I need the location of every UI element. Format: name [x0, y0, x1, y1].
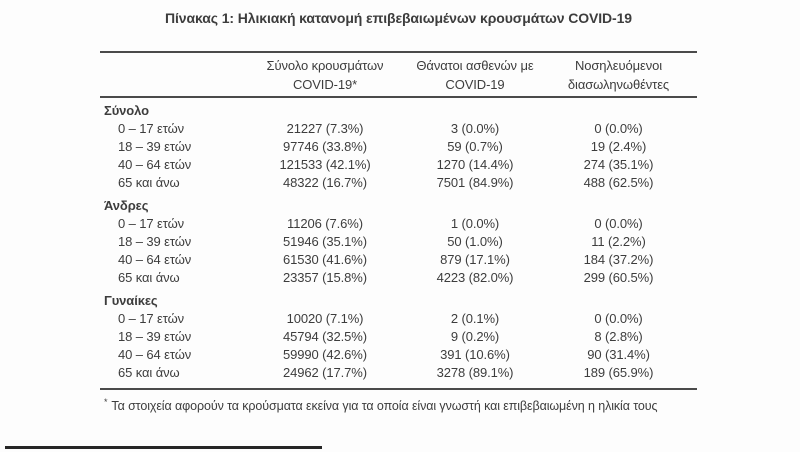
table-row: 18 – 39 ετών 45794 (32.5%) 9 (0.2%) 8 (2…: [100, 328, 697, 346]
cases-cell: 51946 (35.1%): [283, 234, 367, 249]
table-header-row: Σύνολο κρουσμάτων COVID-19* Θάνατοι ασθε…: [100, 53, 697, 96]
table-row: 0 – 17 ετών 11206 (7.6%) 1 (0.0%) 0 (0.0…: [100, 215, 697, 233]
row-label: 65 και άνω: [118, 365, 180, 380]
cases-cell: 10020 (7.1%): [286, 311, 364, 326]
table-bottom-rule: [100, 388, 697, 390]
footnote-asterisk: *: [104, 397, 108, 407]
table-top-rule: [100, 51, 697, 53]
column-header-deaths-line1: Θάνατοι ασθενών με: [416, 58, 534, 73]
column-header-cases-line2: COVID-19*: [292, 77, 358, 92]
cases-cell: 121533 (42.1%): [279, 157, 371, 172]
intubated-cell: 274 (35.1%): [583, 157, 654, 172]
row-label: 40 – 64 ετών: [118, 347, 192, 362]
deaths-cell: 59 (0.7%): [447, 139, 503, 154]
cases-cell: 24962 (17.7%): [283, 365, 367, 380]
row-label: 0 – 17 ετών: [118, 121, 185, 136]
table-row: 18 – 39 ετών 97746 (33.8%) 59 (0.7%) 19 …: [100, 138, 697, 156]
deaths-cell: 2 (0.1%): [450, 311, 500, 326]
deaths-cell: 9 (0.2%): [450, 329, 500, 344]
cases-cell: 61530 (41.6%): [283, 252, 367, 267]
intubated-cell: 184 (37.2%): [583, 252, 654, 267]
table-row: 65 και άνω 23357 (15.8%) 4223 (82.0%) 29…: [100, 269, 697, 287]
section-label: Σύνολο: [104, 103, 149, 118]
column-header-intubated-line1: Νοσηλευόμενοι: [574, 58, 663, 73]
row-label: 65 και άνω: [118, 175, 180, 190]
intubated-cell: 0 (0.0%): [594, 311, 643, 326]
section-men: Άνδρες 0 – 17 ετών 11206 (7.6%) 1 (0.0%)…: [100, 197, 697, 287]
deaths-cell: 7501 (84.9%): [436, 175, 514, 190]
intubated-cell: 189 (65.9%): [583, 365, 654, 380]
footnote-text: Τα στοιχεία αφορούν τα κρούσματα εκείνα …: [111, 399, 658, 414]
cases-cell: 59990 (42.6%): [283, 347, 367, 362]
cases-cell: 97746 (33.8%): [283, 139, 367, 154]
table-row: 40 – 64 ετών 59990 (42.6%) 391 (10.6%) 9…: [100, 346, 697, 364]
row-label: 40 – 64 ετών: [118, 157, 192, 172]
deaths-cell: 3 (0.0%): [450, 121, 500, 136]
section-label: Γυναίκες: [104, 293, 158, 308]
table-row: 0 – 17 ετών 10020 (7.1%) 2 (0.1%) 0 (0.0…: [100, 310, 697, 328]
section-label: Άνδρες: [104, 198, 149, 213]
table-row: 65 και άνω 24962 (17.7%) 3278 (89.1%) 18…: [100, 364, 697, 382]
cases-cell: 21227 (7.3%): [286, 121, 364, 136]
deaths-cell: 1 (0.0%): [450, 216, 500, 231]
table-row: 0 – 17 ετών 21227 (7.3%) 3 (0.0%) 0 (0.0…: [100, 120, 697, 138]
cases-cell: 48322 (16.7%): [283, 175, 367, 190]
cases-cell: 11206 (7.6%): [287, 216, 363, 231]
intubated-cell: 8 (2.8%): [594, 329, 643, 344]
table-row: 40 – 64 ετών 61530 (41.6%) 879 (17.1%) 1…: [100, 251, 697, 269]
deaths-cell: 1270 (14.4%): [436, 157, 514, 172]
intubated-cell: 488 (62.5%): [583, 175, 654, 190]
table-title: Πίνακας 1: Ηλικιακή κατανομή επιβεβαιωμέ…: [165, 10, 632, 26]
deaths-cell: 391 (10.6%): [440, 347, 510, 362]
intubated-cell: 0 (0.0%): [594, 216, 643, 231]
column-header-cases-line1: Σύνολο κρουσμάτων: [266, 58, 384, 73]
row-label: 40 – 64 ετών: [118, 252, 192, 267]
table-header-rule: [100, 96, 697, 98]
row-label: 18 – 39 ετών: [118, 234, 192, 249]
cases-cell: 45794 (32.5%): [283, 329, 367, 344]
intubated-cell: 11 (2.2%): [591, 234, 646, 249]
intubated-cell: 19 (2.4%): [590, 139, 647, 154]
row-label: 0 – 17 ετών: [118, 216, 185, 231]
deaths-cell: 50 (1.0%): [447, 234, 503, 249]
table-body: Σύνολο 0 – 17 ετών 21227 (7.3%) 3 (0.0%)…: [100, 98, 697, 388]
section-women: Γυναίκες 0 – 17 ετών 10020 (7.1%) 2 (0.1…: [100, 292, 697, 382]
table-row: 65 και άνω 48322 (16.7%) 7501 (84.9%) 48…: [100, 174, 697, 192]
section-total: Σύνολο 0 – 17 ετών 21227 (7.3%) 3 (0.0%)…: [100, 102, 697, 192]
table-row: 18 – 39 ετών 51946 (35.1%) 50 (1.0%) 11 …: [100, 233, 697, 251]
intubated-cell: 299 (60.5%): [583, 270, 654, 285]
bottom-page-bar: [5, 446, 322, 449]
row-label: 0 – 17 ετών: [118, 311, 185, 326]
cases-cell: 23357 (15.8%): [283, 270, 367, 285]
row-label: 18 – 39 ετών: [118, 329, 192, 344]
row-label: 65 και άνω: [118, 270, 180, 285]
deaths-cell: 879 (17.1%): [440, 252, 510, 267]
column-header-intubated-line2: διασωληνωθέντες: [567, 77, 670, 92]
table-row: 40 – 64 ετών 121533 (42.1%) 1270 (14.4%)…: [100, 156, 697, 174]
deaths-cell: 4223 (82.0%): [436, 270, 514, 285]
deaths-cell: 3278 (89.1%): [436, 365, 514, 380]
table-footnote: * Τα στοιχεία αφορούν τα κρούσματα εκείνα…: [100, 390, 697, 415]
column-header-deaths: Θάνατοι ασθενών με COVID-19: [410, 56, 540, 94]
column-header-deaths-line2: COVID-19: [445, 77, 505, 92]
table-1-container: Πίνακας 1: Ηλικιακή κατανομή επιβεβαιωμέ…: [100, 8, 697, 415]
column-header-intubated: Νοσηλευόμενοι διασωληνωθέντες: [540, 56, 697, 94]
intubated-cell: 0 (0.0%): [594, 121, 643, 136]
intubated-cell: 90 (31.4%): [587, 347, 650, 362]
column-header-cases: Σύνολο κρουσμάτων COVID-19*: [240, 56, 410, 94]
row-label: 18 – 39 ετών: [118, 139, 192, 154]
